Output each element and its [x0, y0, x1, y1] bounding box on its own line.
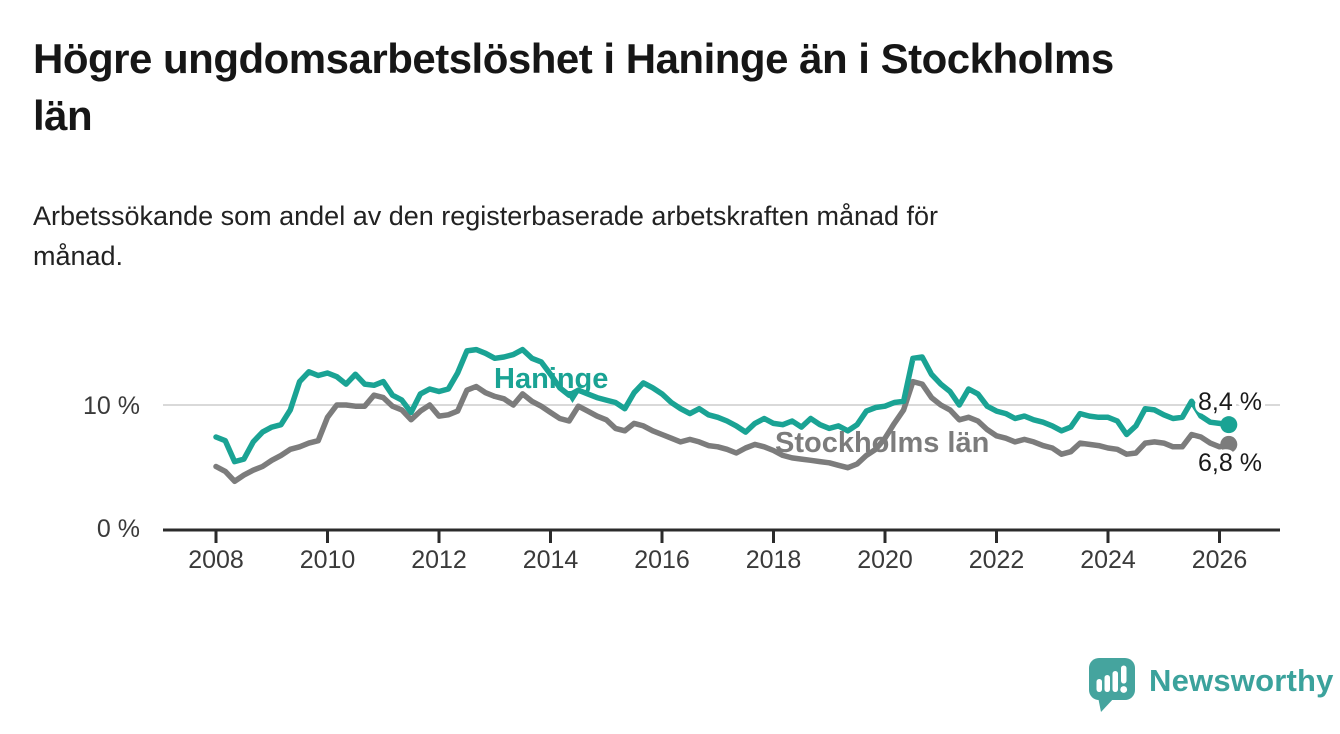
line-chart-svg: 2008 2010 2012 2014 2016 2018 2020 2022 2024 2026… [83, 346, 1280, 574]
stockholms-lan-series-label: Stockholms län [775, 427, 989, 459]
x-tick-label: 2026 [1192, 546, 1248, 574]
haninge-label-arrow-icon [565, 391, 580, 403]
newsworthy-brand: Newsworthy [1088, 656, 1334, 713]
haninge-end-value-label: 8,4 % [1198, 388, 1262, 416]
x-tick-label: 2016 [634, 546, 690, 574]
stockholms-lan-end-dot [1220, 435, 1238, 453]
haninge-series-label: Haninge [494, 363, 608, 395]
y-tick-label: 10 % [83, 392, 140, 420]
haninge-line [213, 346, 1232, 465]
line-chart: 2008 2010 2012 2014 2016 2018 2020 2022 2024 2026… [0, 330, 1340, 600]
chart-subtitle-line2: månad. [33, 241, 124, 271]
x-tick-label: 2022 [969, 546, 1025, 574]
x-tick-label: 2012 [411, 546, 467, 574]
x-tick-label: 2010 [300, 546, 356, 574]
chart-subtitle: Arbetssökande som andel av den registerb… [33, 196, 1273, 276]
x-tick-label: 2014 [523, 546, 579, 574]
stockholms-lan-line [213, 378, 1232, 485]
newsworthy-brand-text: Newsworthy [1149, 662, 1334, 698]
haninge-end-dot [1220, 416, 1238, 434]
x-tick-label: 2020 [857, 546, 913, 574]
chart-subtitle-line1: Arbetssökande som andel av den registerb… [33, 201, 939, 231]
stockholms-lan-end-value-label: 6,8 % [1198, 449, 1262, 477]
x-tick-label: 2018 [746, 546, 802, 574]
chart-title-line1: Högre ungdomsarbetslöshet i Haninge än i… [33, 35, 1114, 82]
x-tick-label: 2024 [1080, 546, 1136, 574]
chart-title: Högre ungdomsarbetslöshet i Haninge än i… [33, 30, 1273, 144]
x-tick-label: 2008 [188, 546, 244, 574]
y-tick-label: 0 % [97, 515, 140, 543]
newsworthy-logo-icon [1089, 658, 1135, 712]
chart-title-line2: län [33, 92, 93, 139]
